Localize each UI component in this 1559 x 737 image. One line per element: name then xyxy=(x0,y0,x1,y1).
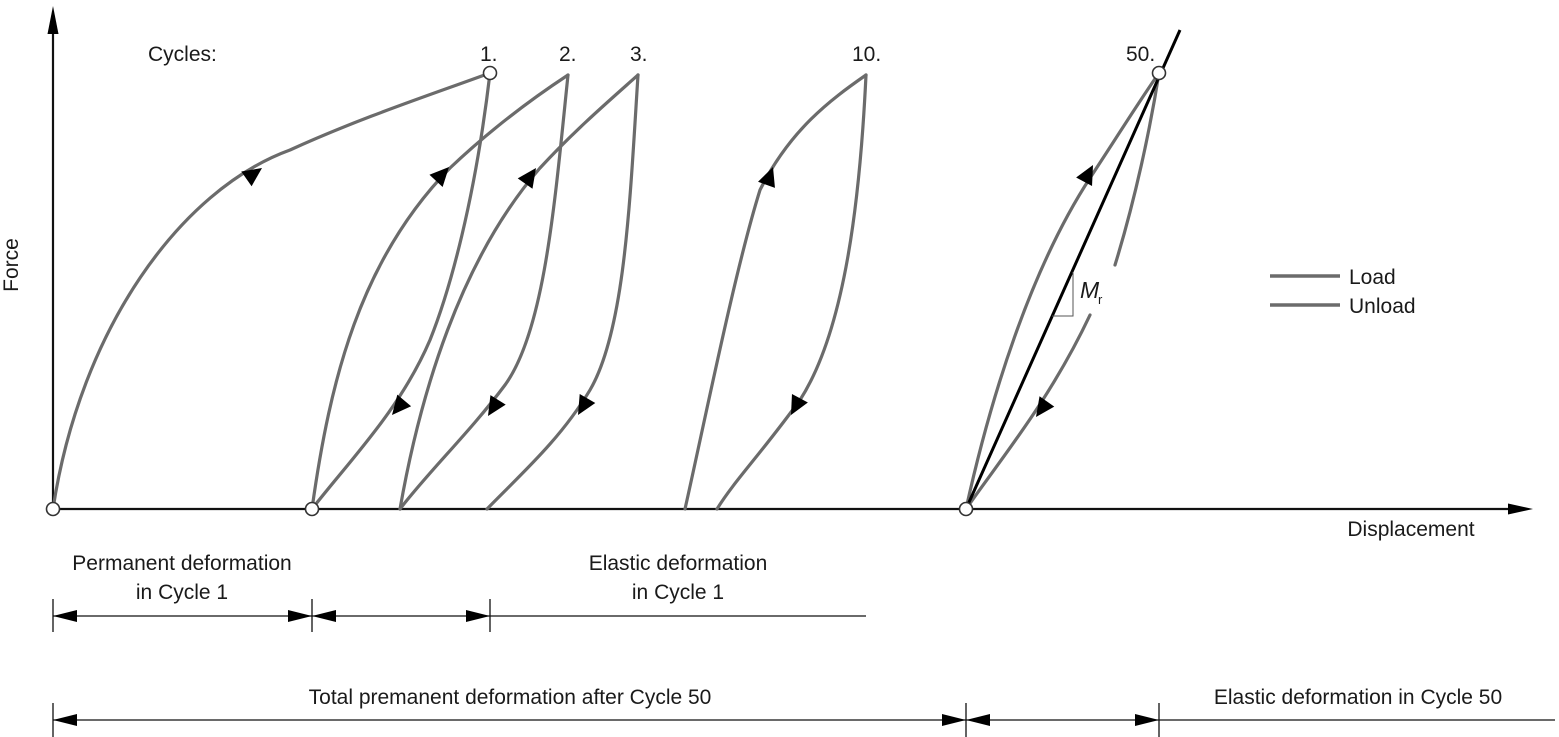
dim-arrowhead xyxy=(966,714,990,726)
dim-arrowhead xyxy=(942,714,966,726)
cycle-3-unload-arrow-icon xyxy=(578,394,596,415)
cycle-50-unload-curve-lower xyxy=(964,313,1092,511)
cycle-label-50: 50. xyxy=(1126,43,1155,66)
cycle-labels: Cycles: 1. 2. 3. 10. 50. xyxy=(148,43,1155,66)
dim-arrowhead xyxy=(1135,714,1159,726)
dim-arrowhead xyxy=(53,610,77,622)
y-axis-label: Force xyxy=(0,238,23,292)
legend-load-label: Load xyxy=(1349,266,1396,289)
elastic-cycle1-label-line1: Elastic deformation xyxy=(589,552,768,575)
nodes xyxy=(45,65,1167,517)
cycle-3-load-arrow-icon xyxy=(517,168,536,189)
cycle-10-load-curve xyxy=(683,73,868,511)
cycle-1-load-arrow-icon xyxy=(241,168,262,187)
cycle-50-peak-node xyxy=(1151,65,1167,81)
direction-arrows xyxy=(241,165,1093,417)
cycle-2-load-curve xyxy=(310,73,570,511)
cycle-label-3: 3. xyxy=(630,43,648,66)
cycle-1-unload-curve xyxy=(310,71,492,511)
hysteresis-curves: M r xyxy=(51,29,1182,511)
cycle-label-2: 2. xyxy=(559,43,577,66)
cycle-50-unload-arrow-icon xyxy=(1036,396,1055,417)
dim-arrowhead xyxy=(312,610,336,622)
cycles-title: Cycles: xyxy=(148,43,217,66)
legend-unload-label: Unload xyxy=(1349,295,1416,318)
cycle-3-load-curve xyxy=(398,73,640,511)
legend: Load Unload xyxy=(1270,266,1416,318)
total-permanent-label: Total premanent deformation after Cycle … xyxy=(309,686,712,709)
cycle-50-start-node xyxy=(958,501,974,517)
dim-arrowhead xyxy=(53,714,77,726)
y-axis-arrowhead xyxy=(47,6,59,34)
origin-node xyxy=(45,501,61,517)
cycle-1-end-node xyxy=(304,501,320,517)
dim-arrowhead xyxy=(288,610,312,622)
modulus-subscript: r xyxy=(1098,292,1103,307)
cycle-label-10: 10. xyxy=(852,43,881,66)
permanent-cycle1-label-line1: Permanent deformation xyxy=(72,552,291,575)
axes: Force Displacement xyxy=(0,6,1533,541)
cycle-2-unload-arrow-icon xyxy=(488,395,506,416)
slope-triangle xyxy=(1052,272,1074,317)
x-axis-arrowhead xyxy=(1508,503,1533,515)
modulus-symbol: M xyxy=(1080,277,1100,303)
cycle-1-unload-arrow-icon xyxy=(392,394,412,415)
dim-arrowhead xyxy=(466,610,490,622)
cycle-3-unload-curve xyxy=(485,73,640,511)
cycle-10-unload-curve xyxy=(715,73,868,511)
cycle-10-unload-arrow-icon xyxy=(791,393,808,415)
cycle-50-unload-curve-upper xyxy=(1113,71,1161,267)
dimension-row-cycle-50: Total premanent deformation after Cycle … xyxy=(52,686,1555,737)
cycle-50-load-arrow-icon xyxy=(1076,165,1093,187)
dimension-row-cycle-1: Permanent deformation in Cycle 1 Elastic… xyxy=(52,552,866,632)
cycle-1-load-curve xyxy=(51,71,492,511)
cycle-2-unload-curve xyxy=(398,73,570,511)
elastic-cycle50-label: Elastic deformation in Cycle 50 xyxy=(1214,686,1502,709)
cycle-50-load-curve xyxy=(964,71,1161,511)
cycle-label-1: 1. xyxy=(480,43,498,66)
resilient-modulus-secant-line xyxy=(964,29,1182,510)
permanent-cycle1-label-line2: in Cycle 1 xyxy=(136,581,228,604)
cycle-1-peak-node xyxy=(482,65,498,81)
cycle-2-load-arrow-icon xyxy=(429,167,449,188)
cycle-10-load-arrow-icon xyxy=(758,167,775,188)
elastic-cycle1-label-line2: in Cycle 1 xyxy=(632,581,724,604)
x-axis-label: Displacement xyxy=(1347,518,1474,541)
